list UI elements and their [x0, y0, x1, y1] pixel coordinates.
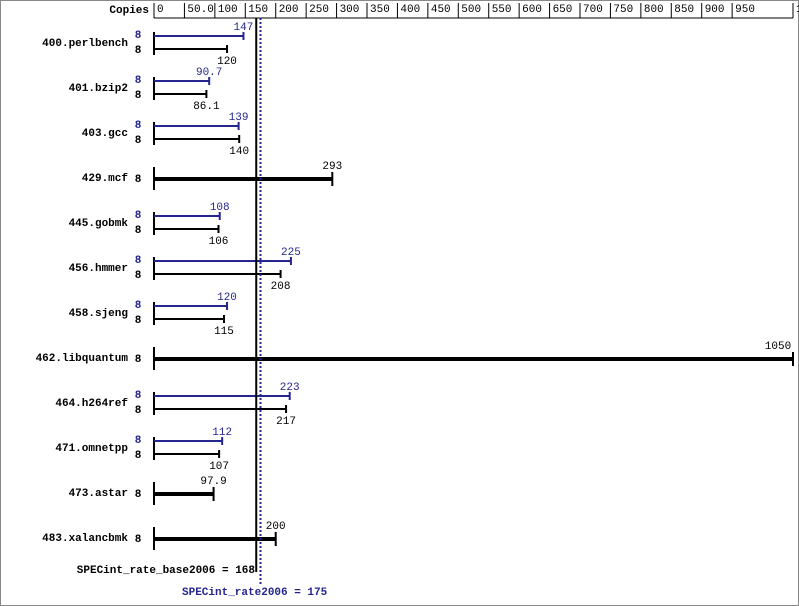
base-copies: 8 — [135, 450, 142, 462]
base-bar — [154, 537, 276, 541]
peak-bar — [154, 215, 220, 217]
benchmark-name: 403.gcc — [82, 128, 128, 140]
base-value-label: 115 — [214, 326, 234, 338]
base-bar — [154, 318, 224, 320]
x-tick-label: 800 — [644, 4, 664, 16]
base-value-label: 293 — [322, 161, 342, 173]
x-tick-label: 550 — [492, 4, 512, 16]
base-bar — [154, 177, 333, 181]
copies-header: Copies — [109, 5, 149, 17]
peak-bar — [154, 305, 228, 307]
base-copies: 8 — [135, 225, 142, 237]
peak-value-label: 223 — [280, 382, 300, 394]
benchmark-name: 473.astar — [69, 488, 128, 500]
peak-bar — [154, 260, 291, 262]
x-tick-label: 0 — [157, 4, 164, 16]
peak-copies: 8 — [135, 390, 142, 402]
base-bar — [154, 228, 219, 230]
peak-copies: 8 — [135, 210, 142, 222]
base-value-label: 200 — [266, 521, 286, 533]
x-tick-label: 450 — [431, 4, 451, 16]
x-tick-label: 400 — [400, 4, 420, 16]
peak-copies: 8 — [135, 300, 142, 312]
x-tick-label: 150 — [248, 4, 268, 16]
base-value-label: 217 — [276, 416, 296, 428]
x-tick-label: 750 — [613, 4, 633, 16]
peak-copies: 8 — [135, 75, 142, 87]
x-tick-label: 700 — [583, 4, 603, 16]
base-bar — [154, 408, 287, 410]
peak-bar — [154, 395, 290, 397]
reference-label: SPECint_rate_base2006 = 168 — [77, 565, 256, 577]
base-bar — [154, 492, 214, 496]
x-tick-label: 50.0 — [187, 4, 213, 16]
benchmark-name: 445.gobmk — [69, 218, 129, 230]
benchmark-name: 456.hmmer — [69, 263, 128, 275]
base-copies: 8 — [135, 405, 142, 417]
x-tick-label: 650 — [553, 4, 573, 16]
base-copies: 8 — [135, 534, 142, 546]
benchmark-name: 471.omnetpp — [55, 443, 128, 455]
x-tick-label: 950 — [735, 4, 755, 16]
base-bar — [154, 138, 240, 140]
x-tick-label: 350 — [370, 4, 390, 16]
peak-bar — [154, 125, 239, 127]
benchmark-name: 429.mcf — [82, 173, 129, 185]
peak-value-label: 120 — [217, 292, 237, 304]
base-value-label: 97.9 — [200, 476, 226, 488]
peak-value-label: 90.7 — [196, 67, 222, 79]
benchmark-name: 458.sjeng — [69, 308, 128, 320]
base-copies: 8 — [135, 315, 142, 327]
base-bar — [154, 48, 228, 50]
base-copies: 8 — [135, 45, 142, 57]
base-bar — [154, 357, 793, 361]
peak-copies: 8 — [135, 120, 142, 132]
peak-value-label: 112 — [212, 427, 232, 439]
benchmark-name: 400.perlbench — [42, 38, 128, 50]
base-value-label: 1050 — [765, 341, 791, 353]
x-tick-label: 100 — [218, 4, 238, 16]
x-tick-label: 300 — [340, 4, 360, 16]
peak-copies: 8 — [135, 30, 142, 42]
benchmark-name: 483.xalancbmk — [42, 533, 128, 545]
base-value-label: 120 — [217, 56, 237, 68]
base-copies: 8 — [135, 270, 142, 282]
base-bar — [154, 453, 220, 455]
peak-bar — [154, 80, 210, 82]
peak-bar — [154, 35, 244, 37]
peak-copies: 8 — [135, 255, 142, 267]
benchmark-name: 464.h264ref — [55, 398, 128, 410]
peak-bar — [154, 440, 223, 442]
peak-value-label: 147 — [234, 22, 254, 34]
base-copies: 8 — [135, 90, 142, 102]
base-value-label: 208 — [271, 281, 291, 293]
base-copies: 8 — [135, 135, 142, 147]
base-copies: 8 — [135, 174, 142, 186]
benchmark-name: 401.bzip2 — [69, 83, 128, 95]
base-value-label: 140 — [229, 146, 249, 158]
x-tick-label: 500 — [461, 4, 481, 16]
x-tick-label: 1050 — [796, 4, 799, 16]
peak-copies: 8 — [135, 435, 142, 447]
base-bar — [154, 273, 281, 275]
x-tick-label: 900 — [705, 4, 725, 16]
peak-value-label: 139 — [229, 112, 249, 124]
x-tick-label: 250 — [309, 4, 329, 16]
base-value-label: 107 — [209, 461, 229, 473]
peak-value-label: 108 — [210, 202, 230, 214]
benchmark-name: 462.libquantum — [36, 353, 129, 365]
base-copies: 8 — [135, 489, 142, 501]
peak-value-label: 225 — [281, 247, 301, 259]
base-value-label: 86.1 — [193, 101, 220, 113]
x-tick-label: 200 — [279, 4, 299, 16]
x-tick-label: 850 — [674, 4, 694, 16]
base-value-label: 106 — [209, 236, 229, 248]
reference-label: SPECint_rate2006 = 175 — [182, 587, 328, 599]
base-copies: 8 — [135, 354, 142, 366]
base-bar — [154, 93, 207, 95]
x-tick-label: 600 — [522, 4, 542, 16]
